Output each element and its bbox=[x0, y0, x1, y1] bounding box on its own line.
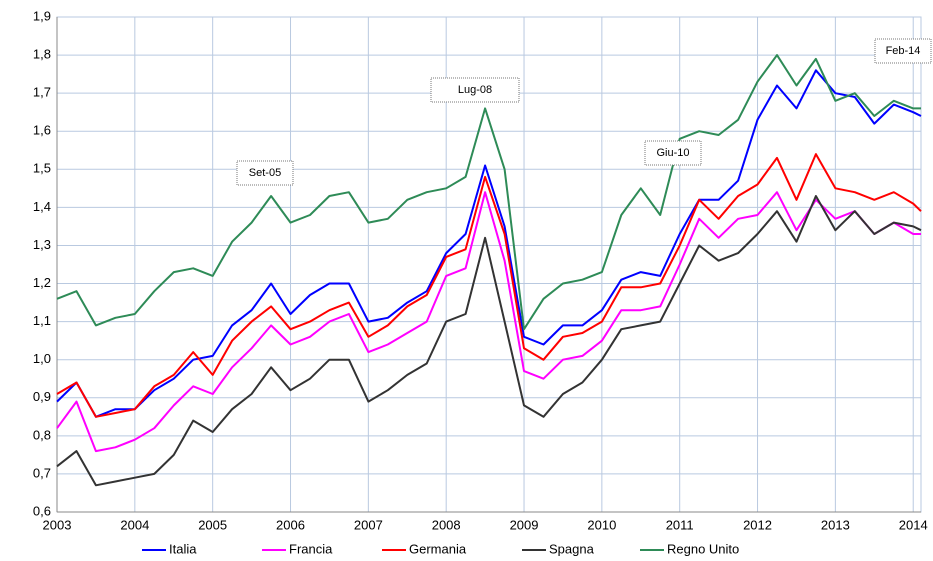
annotation: Giu-10 bbox=[656, 147, 689, 159]
series-line bbox=[56, 195, 922, 487]
y-tick-label: 0,8 bbox=[33, 427, 51, 442]
x-tick-label: 2003 bbox=[43, 517, 72, 532]
y-tick-label: 1,2 bbox=[33, 275, 51, 290]
x-tick-label: 2010 bbox=[587, 517, 616, 532]
y-tick-label: 0,7 bbox=[33, 465, 51, 480]
series-line bbox=[56, 153, 922, 418]
x-tick-label: 2008 bbox=[432, 517, 461, 532]
x-tick-label: 2011 bbox=[666, 517, 694, 532]
y-tick-label: 0,6 bbox=[33, 503, 51, 518]
legend-label: Germania bbox=[409, 541, 467, 556]
x-tick-label: 2004 bbox=[120, 517, 149, 532]
annotation-box bbox=[430, 77, 520, 103]
y-tick-label: 1,1 bbox=[33, 313, 51, 328]
x-tick-label: 2009 bbox=[510, 517, 539, 532]
x-tick-label: 2005 bbox=[198, 517, 227, 532]
x-tick-label: 2007 bbox=[354, 517, 383, 532]
legend-label: Spagna bbox=[549, 541, 595, 556]
y-tick-label: 1,4 bbox=[33, 199, 51, 214]
y-tick-label: 1,8 bbox=[33, 47, 51, 62]
x-tick-label: 2006 bbox=[276, 517, 305, 532]
x-tick-label: 2014 bbox=[899, 517, 928, 532]
y-tick-label: 1,6 bbox=[33, 123, 51, 138]
y-tick-label: 1,5 bbox=[33, 161, 51, 176]
annotation-box bbox=[874, 38, 932, 64]
annotation: Set-05 bbox=[249, 167, 281, 179]
legend-label: Francia bbox=[289, 541, 333, 556]
legend-label: Italia bbox=[169, 541, 197, 556]
y-tick-label: 1,3 bbox=[33, 237, 51, 252]
series-line bbox=[56, 54, 921, 331]
x-tick-label: 2013 bbox=[821, 517, 850, 532]
y-tick-label: 1,0 bbox=[33, 351, 51, 366]
series-line bbox=[56, 69, 922, 418]
x-tick-label: 2012 bbox=[743, 517, 772, 532]
y-tick-label: 1,9 bbox=[33, 8, 51, 23]
series-line bbox=[56, 191, 921, 453]
y-tick-label: 1,7 bbox=[33, 85, 51, 100]
annotation-box bbox=[644, 140, 702, 166]
annotation-box bbox=[236, 160, 294, 186]
annotation: Feb-14 bbox=[886, 45, 921, 57]
legend-label: Regno Unito bbox=[667, 541, 739, 556]
annotation: Lug-08 bbox=[458, 84, 492, 96]
y-tick-label: 0,9 bbox=[33, 389, 51, 404]
